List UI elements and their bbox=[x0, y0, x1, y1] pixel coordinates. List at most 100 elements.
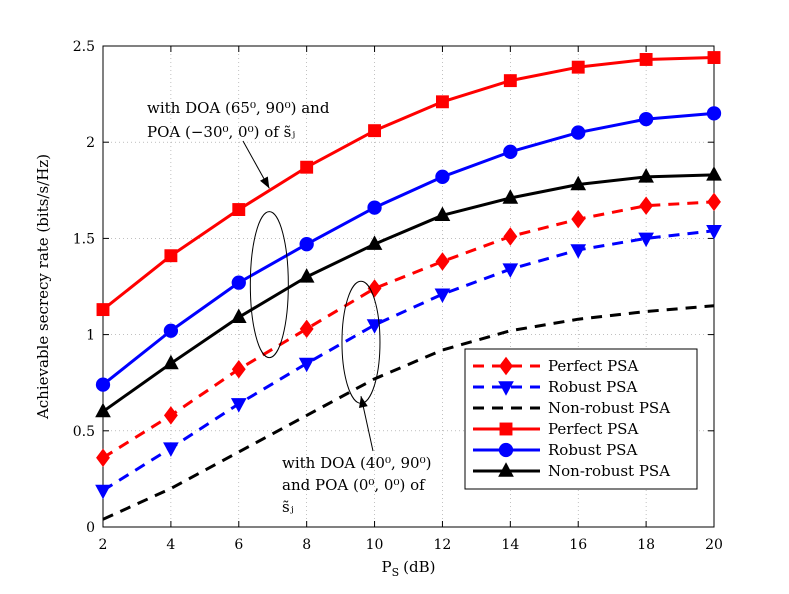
data-point-robust-psa bbox=[706, 106, 722, 121]
x-tick-label: 4 bbox=[166, 537, 175, 553]
data-point-robust-psa bbox=[163, 442, 179, 457]
legend-marker bbox=[498, 381, 514, 396]
x-tick-label: 6 bbox=[234, 537, 243, 553]
annotations: with DOA (65⁰, 90⁰) and POA (−30⁰, 0⁰) of… bbox=[147, 99, 431, 516]
data-point-perfect-psa bbox=[96, 448, 110, 467]
data-point-perfect-psa bbox=[503, 74, 517, 88]
x-axis-title-main: P bbox=[382, 558, 392, 576]
data-point-perfect-psa bbox=[232, 203, 246, 216]
y-tick-label: 0 bbox=[86, 520, 95, 536]
data-point-robust-psa bbox=[231, 275, 246, 290]
data-point-non-robust-psa bbox=[434, 206, 451, 222]
data-point-perfect-psa bbox=[435, 252, 450, 271]
legend-label: Robust PSA bbox=[548, 378, 637, 396]
x-tick-label: 20 bbox=[705, 537, 723, 553]
data-point-non-robust-psa bbox=[163, 354, 179, 370]
data-point-non-robust-psa bbox=[366, 235, 383, 250]
y-tick-label: 1 bbox=[86, 328, 95, 344]
legend-entry-non-robust-psa-solid: Non-robust PSA bbox=[473, 462, 670, 480]
series-line-non-robust-psa bbox=[102, 173, 715, 413]
series-perfect-psa-dashed bbox=[96, 192, 721, 467]
data-point-robust-psa bbox=[503, 144, 518, 159]
x-tick-label: 12 bbox=[434, 537, 452, 553]
series-line-perfect-psa bbox=[102, 56, 715, 311]
series-non-robust-psa-solid bbox=[95, 166, 722, 418]
annotation-arrow-upper bbox=[242, 140, 270, 189]
data-point-perfect-psa bbox=[639, 53, 653, 66]
data-point-robust-psa bbox=[638, 232, 654, 248]
axis-ticks: 2 4 6 8 10 12 14 16 18 20 0 0.5 1 1.5 2 2.5 bbox=[73, 39, 723, 553]
data-point-robust-psa bbox=[95, 484, 111, 500]
annotation-text-lower: with DOA (40⁰, 90⁰) bbox=[282, 454, 431, 472]
y-tick-label: 2 bbox=[86, 135, 95, 151]
series-perfect-psa-solid bbox=[96, 51, 721, 317]
x-tick-label: 16 bbox=[569, 537, 587, 553]
data-point-robust-psa bbox=[435, 169, 450, 184]
annotation-text-upper: POA (−30⁰, 0⁰) of s̃ⱼ bbox=[147, 123, 295, 141]
data-point-perfect-psa bbox=[503, 227, 518, 246]
y-tick-label: 2.5 bbox=[73, 39, 95, 55]
legend-box bbox=[464, 348, 698, 490]
legend-entry-perfect-psa-solid: Perfect PSA bbox=[473, 420, 638, 438]
data-point-robust-psa bbox=[95, 377, 111, 392]
legend-label: Perfect PSA bbox=[548, 420, 638, 438]
legend-entry-non-robust-psa-dashed: Non-robust PSA bbox=[473, 399, 670, 417]
x-tick-label: 2 bbox=[99, 537, 108, 553]
data-point-robust-psa bbox=[163, 323, 179, 338]
data-point-robust-psa bbox=[706, 224, 722, 240]
y-tick-label: 0.5 bbox=[73, 424, 95, 440]
x-tick-label: 10 bbox=[366, 537, 384, 553]
series-line-robust-psa bbox=[102, 111, 715, 386]
data-point-robust-psa bbox=[434, 288, 451, 303]
data-point-robust-psa bbox=[367, 200, 382, 215]
plot-frame bbox=[102, 45, 715, 528]
data-point-perfect-psa bbox=[639, 196, 654, 215]
series-line-non-robust-psa bbox=[102, 304, 715, 521]
x-tick-label: 8 bbox=[302, 537, 311, 553]
data-point-robust-psa bbox=[298, 357, 315, 373]
series-layer bbox=[95, 51, 722, 521]
legend-entry-robust-psa-solid: Robust PSA bbox=[473, 441, 637, 459]
data-point-perfect-psa bbox=[299, 319, 314, 339]
data-point-perfect-psa bbox=[300, 160, 314, 174]
annotation-text-upper: with DOA (65⁰, 90⁰) and bbox=[147, 99, 330, 117]
x-axis-title-subscript: S bbox=[392, 566, 400, 579]
legend-label: Non-robust PSA bbox=[548, 399, 670, 417]
annotation-arrow-lower bbox=[359, 396, 374, 452]
annotation-text-lower: and POA (0⁰, 0⁰) of bbox=[282, 476, 426, 494]
data-point-non-robust-psa bbox=[230, 308, 247, 324]
x-axis-title-unit: (dB) bbox=[403, 558, 435, 576]
data-point-robust-psa bbox=[230, 398, 247, 413]
data-point-non-robust-psa bbox=[502, 189, 519, 204]
data-point-robust-psa bbox=[571, 125, 586, 140]
data-point-non-robust-psa bbox=[706, 166, 722, 181]
data-point-robust-psa bbox=[638, 111, 654, 127]
data-point-non-robust-psa bbox=[298, 268, 315, 283]
legend-label: Perfect PSA bbox=[548, 357, 638, 375]
series-line-perfect-psa bbox=[102, 200, 715, 460]
data-point-robust-psa bbox=[299, 237, 314, 252]
legend-entry-perfect-psa-dashed: Perfect PSA bbox=[473, 356, 638, 376]
legend-marker bbox=[499, 356, 513, 376]
x-tick-label: 14 bbox=[501, 537, 519, 553]
data-point-non-robust-psa bbox=[638, 168, 654, 183]
data-point-perfect-psa bbox=[571, 60, 585, 74]
data-point-perfect-psa bbox=[367, 279, 382, 298]
annotation-text-lower: s̃ⱼ bbox=[282, 498, 294, 516]
data-point-non-robust-psa bbox=[95, 402, 111, 418]
legend-entry-robust-psa-dashed: Robust PSA bbox=[473, 378, 637, 396]
legend-marker bbox=[499, 422, 513, 436]
series-robust-psa-dashed bbox=[95, 224, 722, 500]
x-axis-title: PS (dB) bbox=[382, 558, 436, 579]
data-point-perfect-psa bbox=[164, 249, 178, 263]
legend-label: Non-robust PSA bbox=[548, 462, 670, 480]
data-point-perfect-psa bbox=[368, 124, 382, 138]
legend-marker bbox=[498, 462, 514, 477]
data-point-robust-psa bbox=[366, 319, 383, 334]
y-axis-title: Achievable secrecy rate (bits/s/Hz) bbox=[34, 154, 52, 420]
series-robust-psa-solid bbox=[95, 106, 722, 392]
data-point-robust-psa bbox=[570, 244, 587, 259]
data-point-perfect-psa bbox=[96, 303, 110, 317]
data-point-perfect-psa bbox=[707, 51, 721, 64]
